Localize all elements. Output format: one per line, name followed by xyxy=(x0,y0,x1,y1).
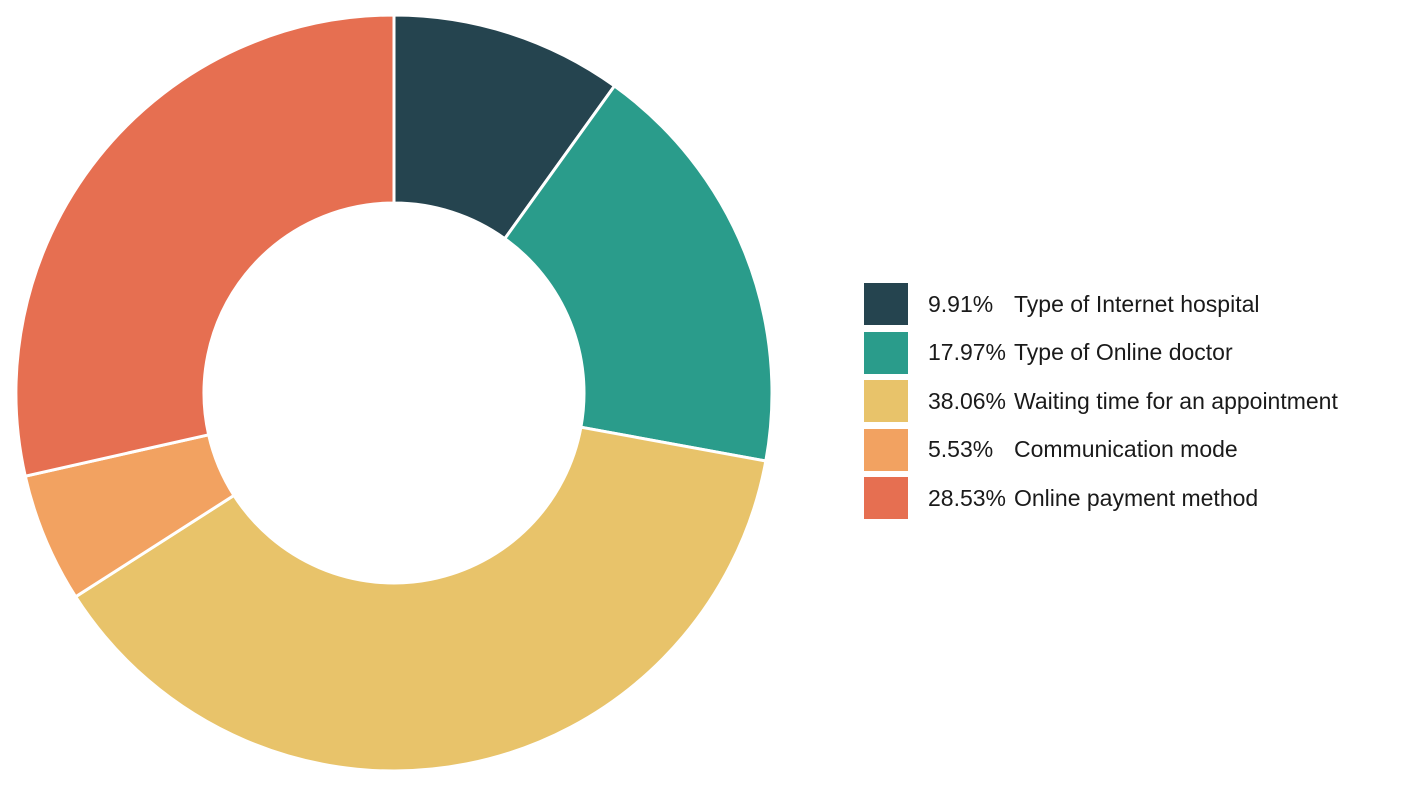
legend-label: Type of Online doctor xyxy=(1014,339,1233,365)
legend-swatch xyxy=(864,477,908,519)
legend-label: Waiting time for an appointment xyxy=(1014,387,1338,414)
legend-item: 38.06% Waiting time for an appointment xyxy=(864,380,1338,422)
legend-percent: 38.06% xyxy=(928,387,1007,414)
legend-item: 5.53% Communication mode xyxy=(864,428,1338,471)
donut-slice-1 xyxy=(502,83,774,463)
donut-slice-2 xyxy=(73,425,768,773)
donut-slices xyxy=(14,13,774,773)
legend-swatch xyxy=(864,380,908,422)
donut-slice-4 xyxy=(14,13,396,478)
legend-item: 28.53% Online payment method xyxy=(864,477,1338,519)
legend-percent: 9.91% xyxy=(928,290,994,317)
legend-item: 9.91% Type of Internet hospital xyxy=(864,283,1338,325)
legend-percent: 5.53% xyxy=(928,436,994,462)
legend-label: Communication mode xyxy=(1014,436,1238,462)
legend-swatch xyxy=(864,428,908,471)
legend-percent: 17.97% xyxy=(928,339,1007,365)
legend-label: Type of Internet hospital xyxy=(1014,290,1260,317)
legend-item: 17.97% Type of Online doctor xyxy=(864,331,1338,374)
legend-swatch xyxy=(864,331,908,374)
legend-percent: 28.53% xyxy=(928,484,1007,511)
legend-swatch xyxy=(864,283,908,325)
legend-label: Online payment method xyxy=(1014,484,1259,511)
chart-legend: 9.91% Type of Internet hospital 17.97% Type… xyxy=(864,283,1338,526)
